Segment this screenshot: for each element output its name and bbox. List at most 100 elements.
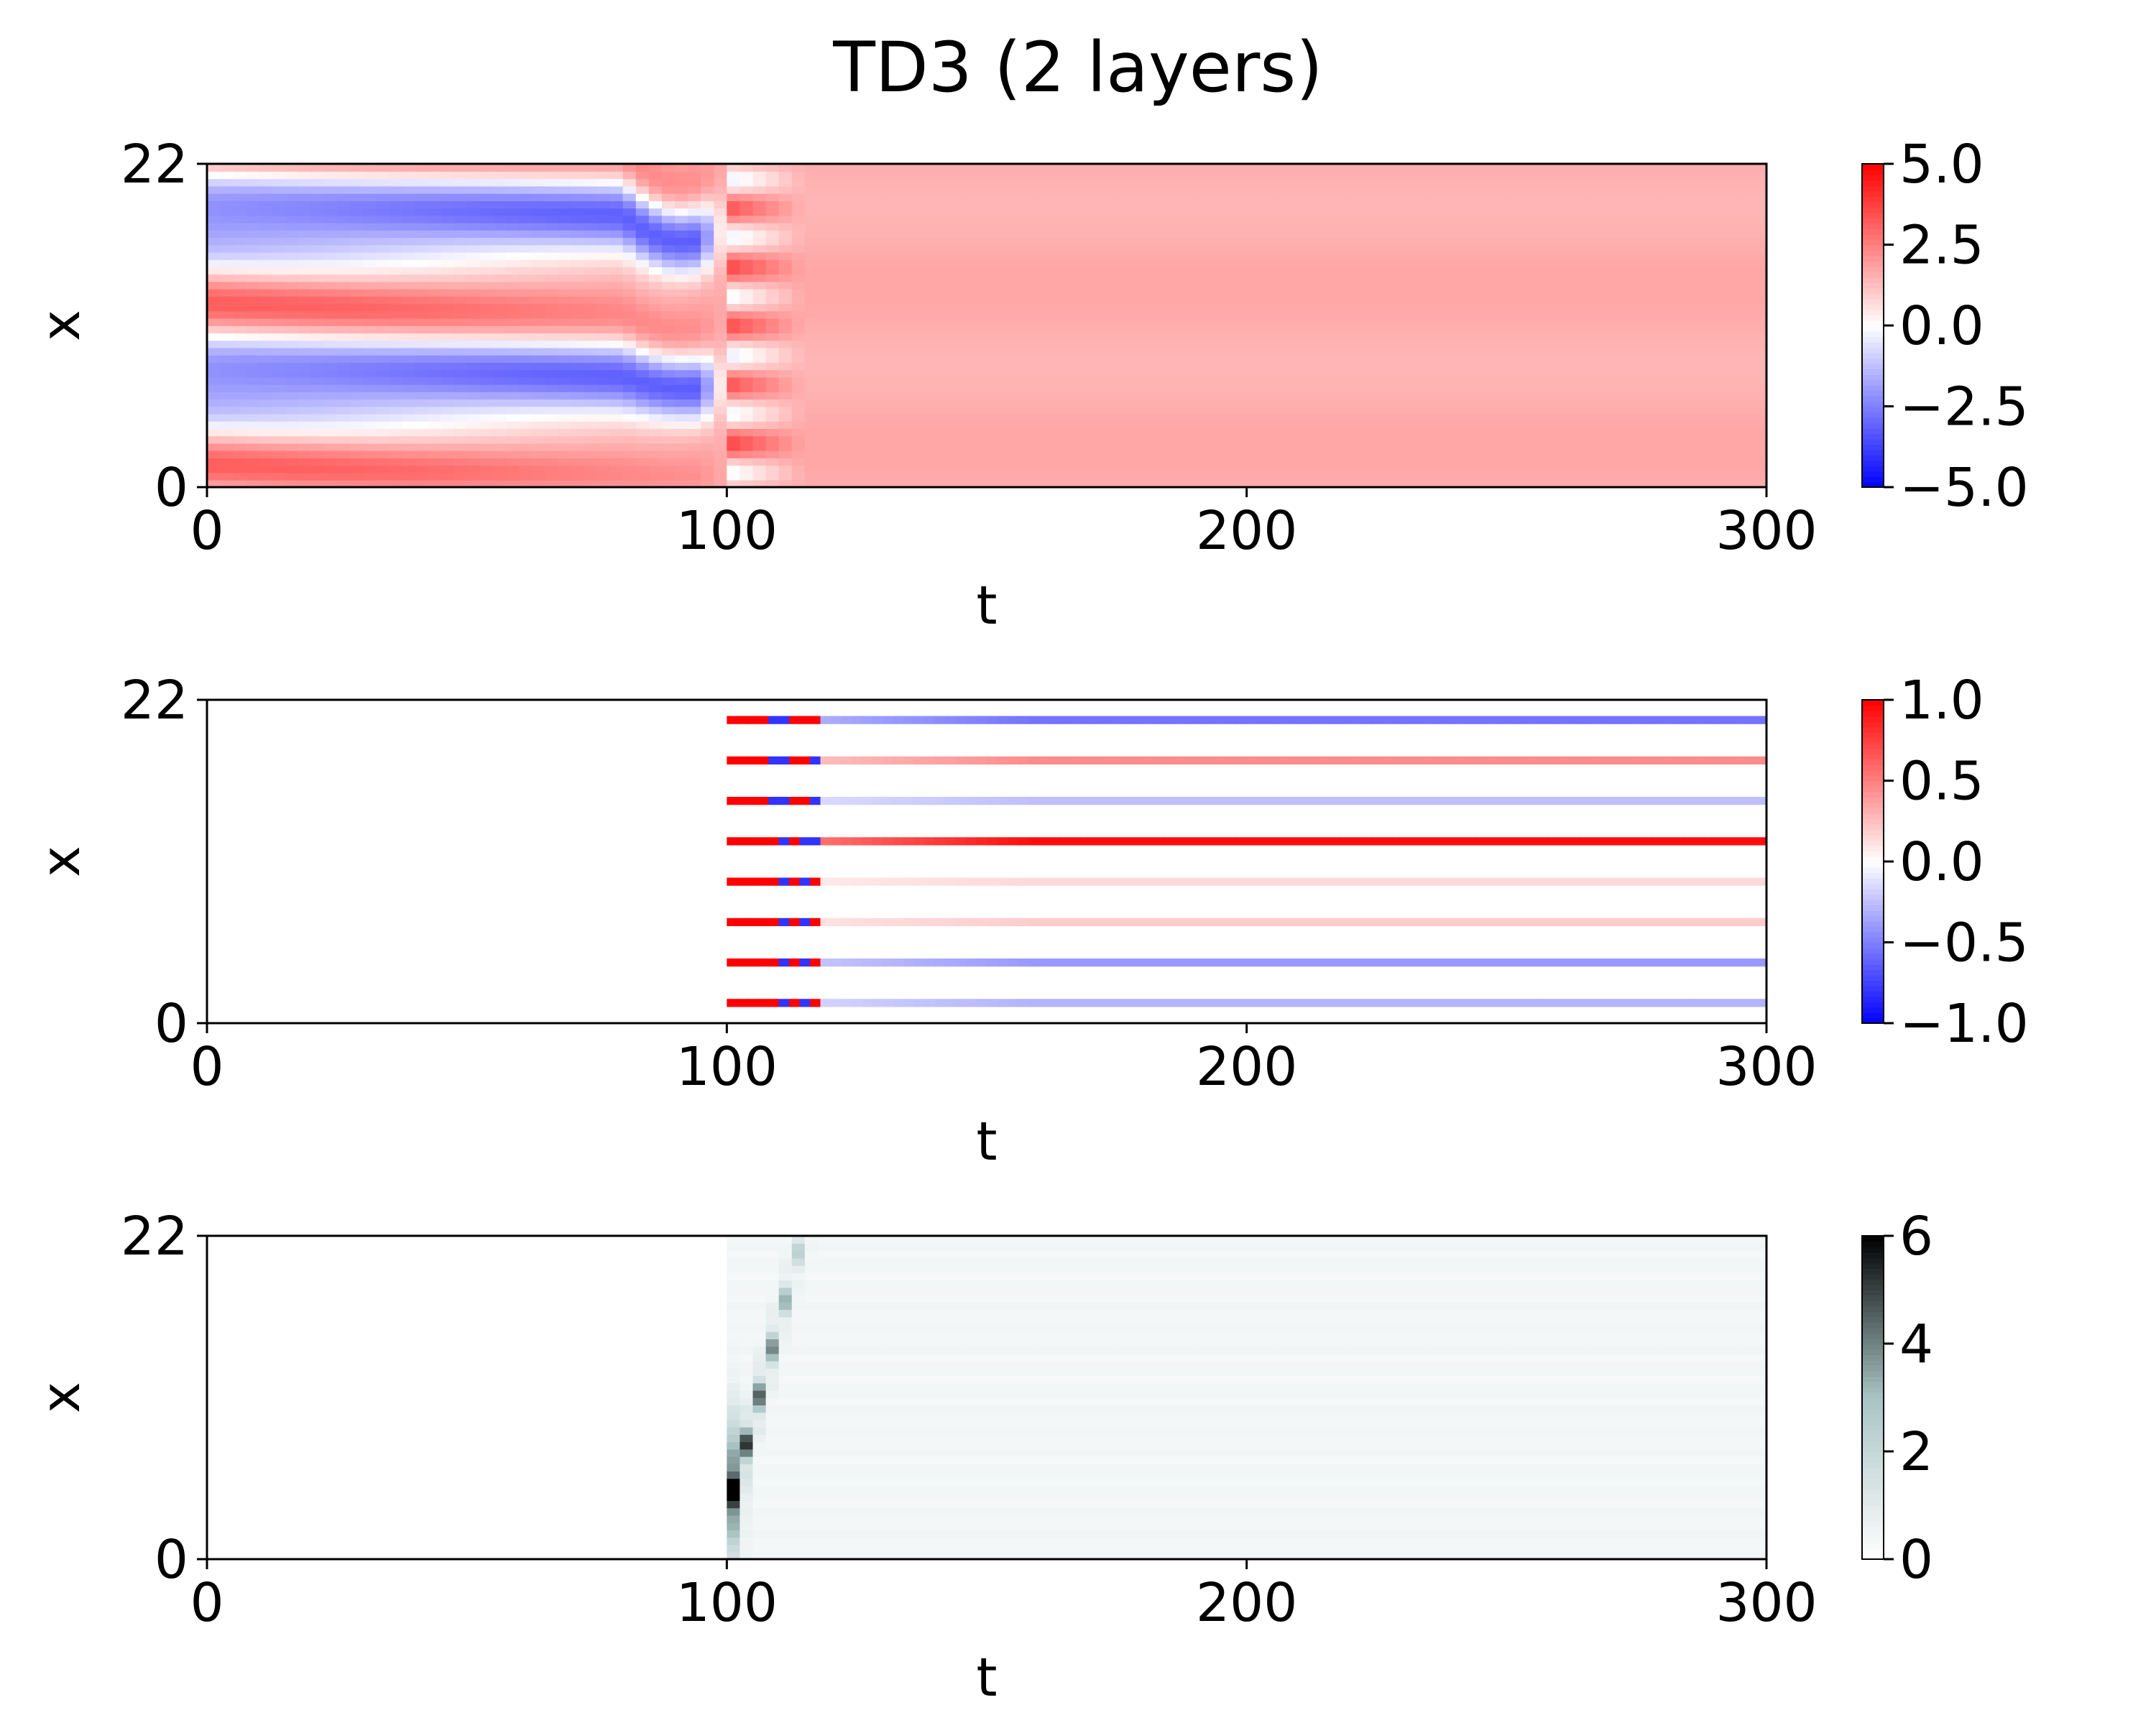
- heatmap-cell: [740, 200, 754, 209]
- heatmap-cell: [1519, 458, 1534, 466]
- heatmap-cell: [285, 472, 299, 481]
- heatmap-cell: [714, 413, 728, 422]
- heatmap-cell: [505, 164, 520, 172]
- heatmap-cell: [1156, 215, 1169, 223]
- heatmap-cell: [1064, 267, 1079, 275]
- heatmap-cell: [428, 267, 442, 275]
- heatmap-cell: [402, 347, 416, 356]
- heatmap-cell: [596, 281, 611, 290]
- heatmap-cell: [1611, 310, 1624, 319]
- heatmap-cell: [363, 340, 377, 348]
- heatmap-cell: [987, 296, 1000, 305]
- heatmap-cell: [648, 230, 663, 239]
- heatmap-cell: [479, 333, 494, 341]
- heatmap-cell: [921, 443, 936, 451]
- heatmap-cell: [246, 340, 260, 348]
- heatmap-cell: [479, 420, 494, 429]
- heatmap-cell: [1194, 392, 1209, 400]
- heatmap-cell: [1611, 354, 1624, 363]
- heatmap-cell: [870, 296, 884, 305]
- heatmap-cell: [1116, 274, 1130, 282]
- heatmap-cell: [1636, 392, 1651, 400]
- heatmap-cell: [1480, 443, 1495, 451]
- heatmap-cell: [1077, 354, 1092, 363]
- heatmap-cell: [415, 369, 429, 378]
- heatmap-cell: [466, 479, 481, 487]
- heatmap-cell: [1312, 164, 1325, 172]
- heatmap-cell: [817, 362, 831, 371]
- heatmap-cell: [688, 428, 701, 437]
- heatmap-cell: [973, 310, 987, 319]
- heatmap-cell: [870, 465, 884, 473]
- heatmap-cell: [571, 458, 585, 466]
- heatmap-cell: [1285, 274, 1299, 282]
- heatmap-cell: [791, 178, 806, 187]
- heatmap-cell: [1376, 296, 1391, 305]
- heatmap-cell: [272, 347, 286, 356]
- heatmap-cell: [596, 310, 611, 319]
- heatmap-cell: [1493, 267, 1508, 275]
- heatmap-cell: [883, 392, 897, 400]
- heatmap-cell: [323, 458, 338, 466]
- heatmap-cell: [389, 296, 403, 305]
- heatmap-cell: [1285, 230, 1299, 239]
- heatmap-cell: [596, 164, 611, 172]
- heatmap-cell: [778, 251, 793, 260]
- heatmap-cell: [415, 458, 429, 466]
- heatmap-cell: [714, 325, 728, 334]
- heatmap-cell: [492, 244, 507, 253]
- heatmap-cell: [1285, 164, 1299, 172]
- heatmap-cell: [1000, 208, 1013, 216]
- heatmap-cell: [883, 303, 897, 312]
- heatmap-cell: [609, 392, 624, 400]
- heatmap-cell: [1116, 369, 1130, 378]
- heatmap-cell: [376, 472, 390, 481]
- heatmap-cell: [415, 376, 429, 385]
- heatmap-cell: [688, 354, 701, 363]
- heatmap-cell: [727, 208, 741, 216]
- heatmap-cell: [883, 443, 897, 451]
- heatmap-cell: [1064, 392, 1079, 400]
- heatmap-cell: [558, 164, 572, 172]
- heatmap-cell: [1156, 193, 1169, 201]
- heatmap-cell: [1233, 171, 1248, 180]
- heatmap-cell: [921, 450, 936, 458]
- heatmap-cell: [765, 267, 780, 275]
- heatmap-cell: [1584, 230, 1598, 239]
- heatmap-cell: [479, 472, 494, 481]
- heatmap-cell: [402, 208, 416, 216]
- heatmap-cell: [532, 310, 545, 319]
- heatmap-cell: [571, 465, 585, 473]
- heatmap-cell: [428, 399, 442, 407]
- heatmap-cell: [1493, 281, 1508, 290]
- heatmap-cell: [778, 435, 793, 444]
- heatmap-cell: [310, 362, 325, 371]
- heatmap-cell: [1649, 208, 1664, 216]
- heatmap-cell: [1103, 458, 1118, 466]
- heatmap-cell: [1181, 458, 1196, 466]
- heatmap-cell: [1246, 303, 1261, 312]
- heatmap-cell: [272, 251, 286, 260]
- heatmap-cell: [1220, 347, 1235, 356]
- heatmap-cell: [1220, 310, 1235, 319]
- heatmap-cell: [207, 171, 221, 180]
- heatmap-cell: [752, 399, 767, 407]
- heatmap-cell: [987, 281, 1000, 290]
- heatmap-cell: [1584, 310, 1598, 319]
- heatmap-cell: [765, 479, 780, 487]
- heatmap-cell: [323, 325, 338, 334]
- heatmap-cell: [1389, 443, 1404, 451]
- heatmap-cell: [479, 376, 494, 385]
- heatmap-cell: [441, 267, 455, 275]
- heatmap-cell: [492, 208, 507, 216]
- heatmap-cell: [389, 458, 403, 466]
- heatmap-cell: [479, 369, 494, 378]
- heatmap-cell: [220, 325, 234, 334]
- heatmap-cell: [1026, 450, 1040, 458]
- heatmap-cell: [1441, 230, 1455, 239]
- heatmap-cell: [1415, 244, 1429, 253]
- heatmap-cell: [1545, 215, 1560, 223]
- heatmap-cell: [584, 296, 598, 305]
- heatmap-cell: [934, 472, 949, 481]
- heatmap-cell: [1299, 420, 1312, 429]
